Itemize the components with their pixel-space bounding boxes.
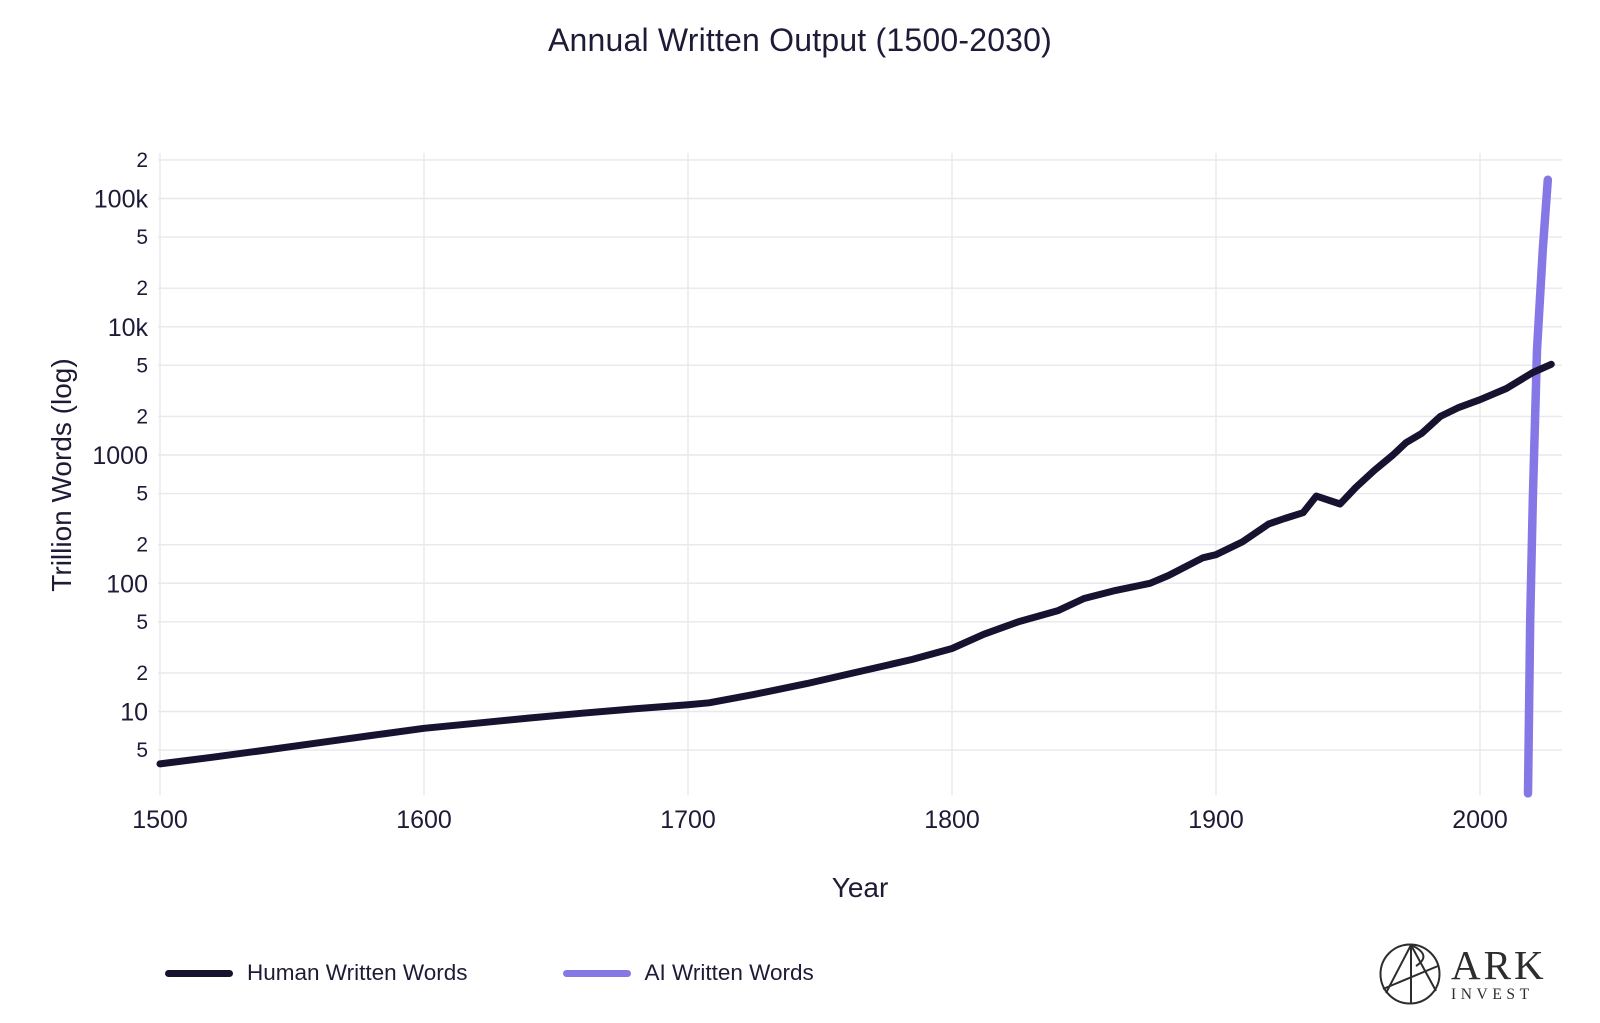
- x-tick-label: 2000: [1452, 806, 1508, 834]
- y-tick-label: 1000: [92, 442, 148, 470]
- brand-name: ARK: [1451, 941, 1547, 988]
- x-tick-label: 1700: [660, 806, 716, 834]
- series-ai-written-words: [1523, 175, 1553, 798]
- legend-item-human-written-words: Human Written Words: [165, 960, 468, 986]
- x-axis-title: Year: [831, 872, 889, 903]
- ark-invest-logo: ARK INVEST: [1378, 942, 1547, 1006]
- y-tick-label: 5: [136, 611, 148, 634]
- y-tick-label: 2: [136, 662, 148, 685]
- x-tick-label: 1600: [396, 806, 452, 834]
- brand-subname: INVEST: [1451, 985, 1534, 1003]
- ark-logo-mark-icon: [1379, 943, 1441, 1005]
- y-tick-label: 2: [136, 277, 148, 300]
- y-tick-label: 100: [106, 570, 148, 598]
- series-human-written-words: [156, 360, 1555, 768]
- ark-logo-wordmark: ARK INVEST: [1451, 941, 1547, 1004]
- legend-label-ai: AI Written Words: [644, 960, 814, 985]
- x-tick-label: 1500: [132, 806, 188, 834]
- y-tick-label: 5: [136, 739, 148, 762]
- y-tick-label: 5: [136, 354, 148, 377]
- legend-swatch-human-icon: [165, 969, 233, 977]
- x-tick-label: 1800: [924, 806, 980, 834]
- legend-item-ai-written-words: AI Written Words: [562, 960, 814, 986]
- y-tick-label: 10: [120, 699, 148, 727]
- legend-label-human: Human Written Words: [247, 960, 468, 985]
- chart-canvas: 5 10 2 5 100 2 5 1000 2 5 10k 2 5 100k 2 1500 1600 1700 18…: [92, 149, 1562, 834]
- chart-legend: Human Written Words AI Written Words: [165, 960, 814, 986]
- legend-swatch-ai-icon: [562, 969, 631, 977]
- y-tick-label: 5: [136, 483, 148, 506]
- y-tick-label: 2: [136, 149, 148, 172]
- chart-title: Annual Written Output (1500-2030): [547, 22, 1053, 58]
- x-tick-label: 1900: [1188, 806, 1244, 834]
- y-tick-label: 5: [136, 226, 148, 249]
- y-tick-label: 100k: [94, 186, 149, 214]
- y-tick-label: 2: [136, 534, 148, 557]
- y-tick-label: 2: [136, 405, 148, 428]
- y-tick-label: 10k: [108, 314, 149, 342]
